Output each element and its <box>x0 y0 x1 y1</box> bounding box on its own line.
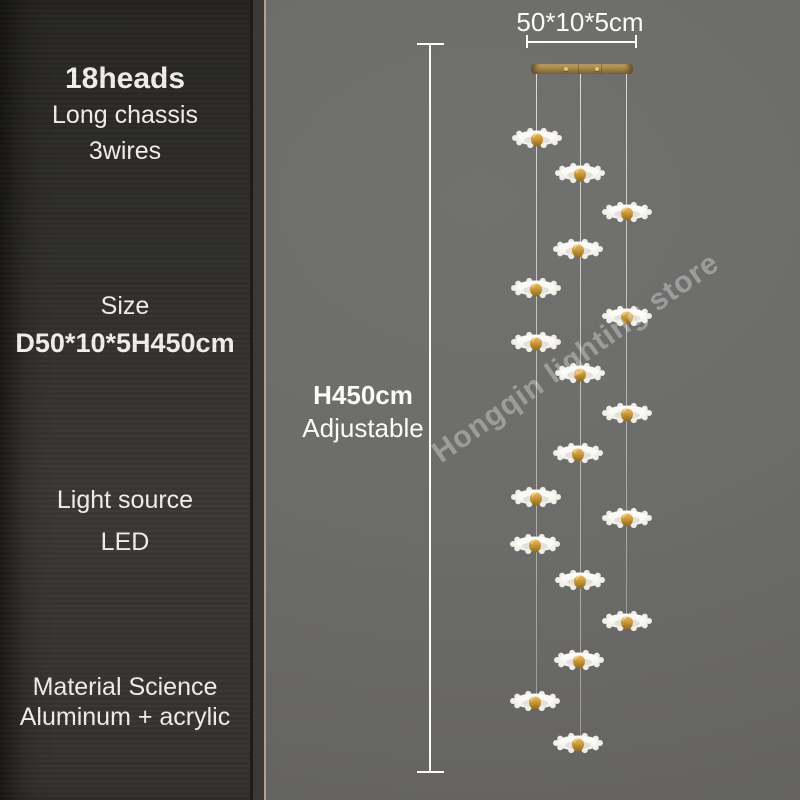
suspension-wire <box>536 74 537 701</box>
lamp-head <box>511 125 563 159</box>
lamp-head <box>601 608 653 642</box>
spec-panel: 18heads Long chassis 3wires Size D50*10*… <box>0 0 252 800</box>
lamp-head <box>552 236 604 270</box>
suspension-wire <box>580 74 581 743</box>
lamp-head <box>601 303 653 337</box>
width-dimension-tick-right <box>635 35 637 48</box>
material-label: Material Science <box>32 673 218 701</box>
lamp-head <box>553 647 605 681</box>
height-dimension-tick-bottom <box>417 771 444 773</box>
chassis-note: Long chassis <box>52 101 198 129</box>
spec-group-size: Size D50*10*5H450cm <box>0 288 250 362</box>
size-value: D50*10*5H450cm <box>15 328 235 358</box>
lamp-head <box>510 329 562 363</box>
light-source-label: Light source <box>56 486 194 514</box>
light-source-value: LED <box>100 528 150 556</box>
spec-group-heads: 18heads Long chassis 3wires <box>0 60 250 169</box>
lamp-head <box>552 440 604 474</box>
lamp-head <box>509 531 561 565</box>
height-adjustable-note: Adjustable <box>302 413 424 443</box>
panel-edge-tan-line <box>264 0 266 800</box>
panel-edge-dark <box>250 0 253 800</box>
height-value: H450cm <box>313 380 413 410</box>
lamp-head <box>554 567 606 601</box>
spec-group-light-source: Light source LED <box>0 482 250 560</box>
lamp-head <box>554 160 606 194</box>
width-dimension-line <box>527 41 637 43</box>
height-dimension-label: H450cm Adjustable <box>302 379 423 445</box>
material-value: Aluminum + acrylic <box>19 703 231 731</box>
canopy-bar <box>531 64 633 74</box>
lamp-head <box>601 505 653 539</box>
height-dimension-line <box>429 44 431 773</box>
canopy-screw-icon <box>564 67 568 71</box>
lamp-head <box>601 400 653 434</box>
lamp-head <box>552 730 604 764</box>
wires-note: 3wires <box>88 137 162 165</box>
panel-edge-charcoal <box>253 0 264 800</box>
lamp-head <box>601 199 653 233</box>
lamp-head <box>510 484 562 518</box>
spec-group-material: Material Science Aluminum + acrylic <box>0 672 250 732</box>
size-label: Size <box>100 292 150 320</box>
suspension-wire <box>626 74 627 621</box>
height-dimension-tick-top <box>417 43 444 45</box>
heads-count-title: 18heads <box>64 62 186 95</box>
width-dimension-tick-left <box>526 35 528 48</box>
canopy-screw-icon <box>595 67 599 71</box>
lamp-head <box>510 275 562 309</box>
lamp-head <box>554 360 606 394</box>
width-dimension-label: 50*10*5cm <box>516 7 644 37</box>
canopy-seam <box>578 64 579 74</box>
lamp-head <box>509 688 561 722</box>
canopy-seam <box>601 64 602 74</box>
